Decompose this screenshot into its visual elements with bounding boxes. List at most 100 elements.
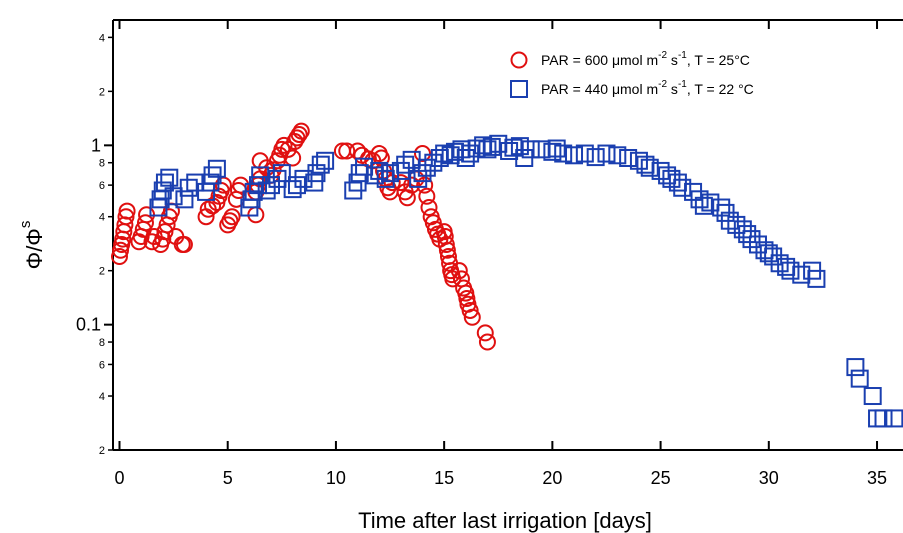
data-point-circle — [117, 208, 135, 226]
data-point-square — [565, 146, 584, 165]
legend-1-sup1: -2 — [658, 50, 667, 61]
legend-1-mid: s — [667, 52, 678, 68]
data-point-square — [175, 190, 194, 209]
data-point-square — [305, 173, 324, 192]
legend-2-pre: PAR = 440 μmol m — [541, 81, 658, 97]
data-point-square — [764, 247, 783, 266]
data-point-circle — [136, 214, 154, 232]
data-point-square — [179, 178, 198, 197]
x-tick-label: 15 — [434, 468, 454, 488]
data-point-square — [759, 244, 778, 263]
y-axis-title-main: Φ/Φ — [22, 228, 47, 269]
data-point-circle — [223, 208, 241, 226]
data-point-square — [694, 196, 713, 215]
data-point-square — [846, 358, 865, 377]
series-1 — [110, 122, 496, 351]
data-point-square — [311, 155, 330, 174]
data-point-square — [262, 176, 280, 195]
data-point-square — [268, 169, 287, 188]
data-point-circle — [232, 176, 250, 194]
data-point-square — [874, 409, 893, 428]
data-point-circle — [478, 333, 496, 351]
data-point-square — [287, 176, 306, 195]
legend-2-sup1: -2 — [658, 79, 667, 90]
y-minor-tick-label: 4 — [99, 391, 105, 403]
y-axis-title: Φ/Φs — [17, 221, 47, 270]
data-point-circle — [418, 187, 436, 205]
y-major-tick-label: 1 — [91, 135, 101, 155]
data-point-square — [294, 169, 313, 188]
data-point-circle — [416, 176, 434, 194]
x-tick-label: 20 — [542, 468, 562, 488]
data-point-square — [863, 387, 882, 406]
data-point-square — [203, 166, 222, 185]
data-point-circle — [110, 247, 128, 265]
data-point-square — [701, 193, 720, 212]
data-point-square — [435, 144, 454, 163]
data-point-circle — [338, 142, 356, 160]
data-point-square — [690, 190, 709, 209]
data-point-circle — [292, 122, 310, 140]
x-tick-label: 30 — [759, 468, 779, 488]
data-point-square — [668, 173, 687, 192]
data-point-circle — [284, 149, 302, 167]
y-minor-tick-label: 4 — [99, 212, 105, 224]
y-minor-tick-label: 2 — [99, 266, 105, 278]
data-point-square — [554, 144, 573, 163]
data-point-circle — [118, 202, 136, 220]
data-point-square — [781, 261, 800, 280]
x-tick-label: 10 — [326, 468, 346, 488]
y-minor-tick-label: 2 — [99, 86, 105, 98]
data-point-square — [510, 137, 529, 156]
data-point-circle — [275, 136, 293, 154]
data-point-circle — [175, 235, 193, 253]
data-point-circle — [349, 142, 367, 160]
data-point-square — [792, 265, 811, 284]
legend-marker-circle — [510, 51, 528, 69]
data-point-square — [608, 146, 627, 165]
data-point-square — [417, 158, 436, 177]
x-axis-title: Time after last irrigation [days] — [358, 508, 652, 533]
data-point-square — [272, 164, 291, 183]
series-2 — [149, 134, 903, 428]
legend-1-pre: PAR = 600 μmol m — [541, 52, 658, 68]
data-point-square — [456, 148, 475, 167]
data-point-square — [807, 269, 826, 288]
data-point-circle — [290, 125, 308, 143]
legend-1-sup2: -1 — [678, 50, 687, 61]
data-point-square — [413, 164, 432, 183]
x-tick-label: 25 — [651, 468, 671, 488]
x-tick-label: 0 — [114, 468, 124, 488]
data-point-square — [640, 158, 659, 177]
data-point-square — [186, 173, 205, 192]
data-point-square — [482, 137, 501, 156]
data-point-square — [316, 151, 335, 170]
data-point-circle — [392, 174, 410, 192]
data-point-circle — [438, 241, 456, 259]
data-point-square — [547, 139, 566, 158]
legend-label-series-1: PAR = 600 μmol m-2 s-1, T = 25°C — [541, 50, 750, 68]
data-point-circle — [437, 235, 455, 253]
data-point-square — [504, 138, 523, 157]
data-point-square — [478, 140, 497, 159]
y-major-tick-label: 0.1 — [76, 315, 101, 335]
data-point-circle — [463, 308, 481, 326]
y-minor-tick-label: 2 — [99, 445, 105, 457]
data-point-square — [575, 144, 594, 163]
data-point-square — [629, 151, 648, 170]
data-point-circle — [476, 324, 494, 342]
data-point-square — [543, 142, 562, 161]
data-point-circle — [414, 145, 432, 163]
y-minor-tick-label: 6 — [99, 180, 105, 192]
data-point-square — [521, 140, 540, 159]
data-point-square — [742, 230, 761, 249]
data-point-square — [619, 148, 638, 167]
legend: PAR = 600 μmol m-2 s-1, T = 25°C PAR = 4… — [510, 50, 754, 98]
x-tick-label: 5 — [223, 468, 233, 488]
y-minor-tick-label: 4 — [99, 32, 105, 44]
data-point-circle — [156, 223, 174, 241]
plot-frame — [112, 19, 903, 451]
y-minor-tick-label: 8 — [99, 158, 105, 170]
x-tick-label: 35 — [867, 468, 887, 488]
